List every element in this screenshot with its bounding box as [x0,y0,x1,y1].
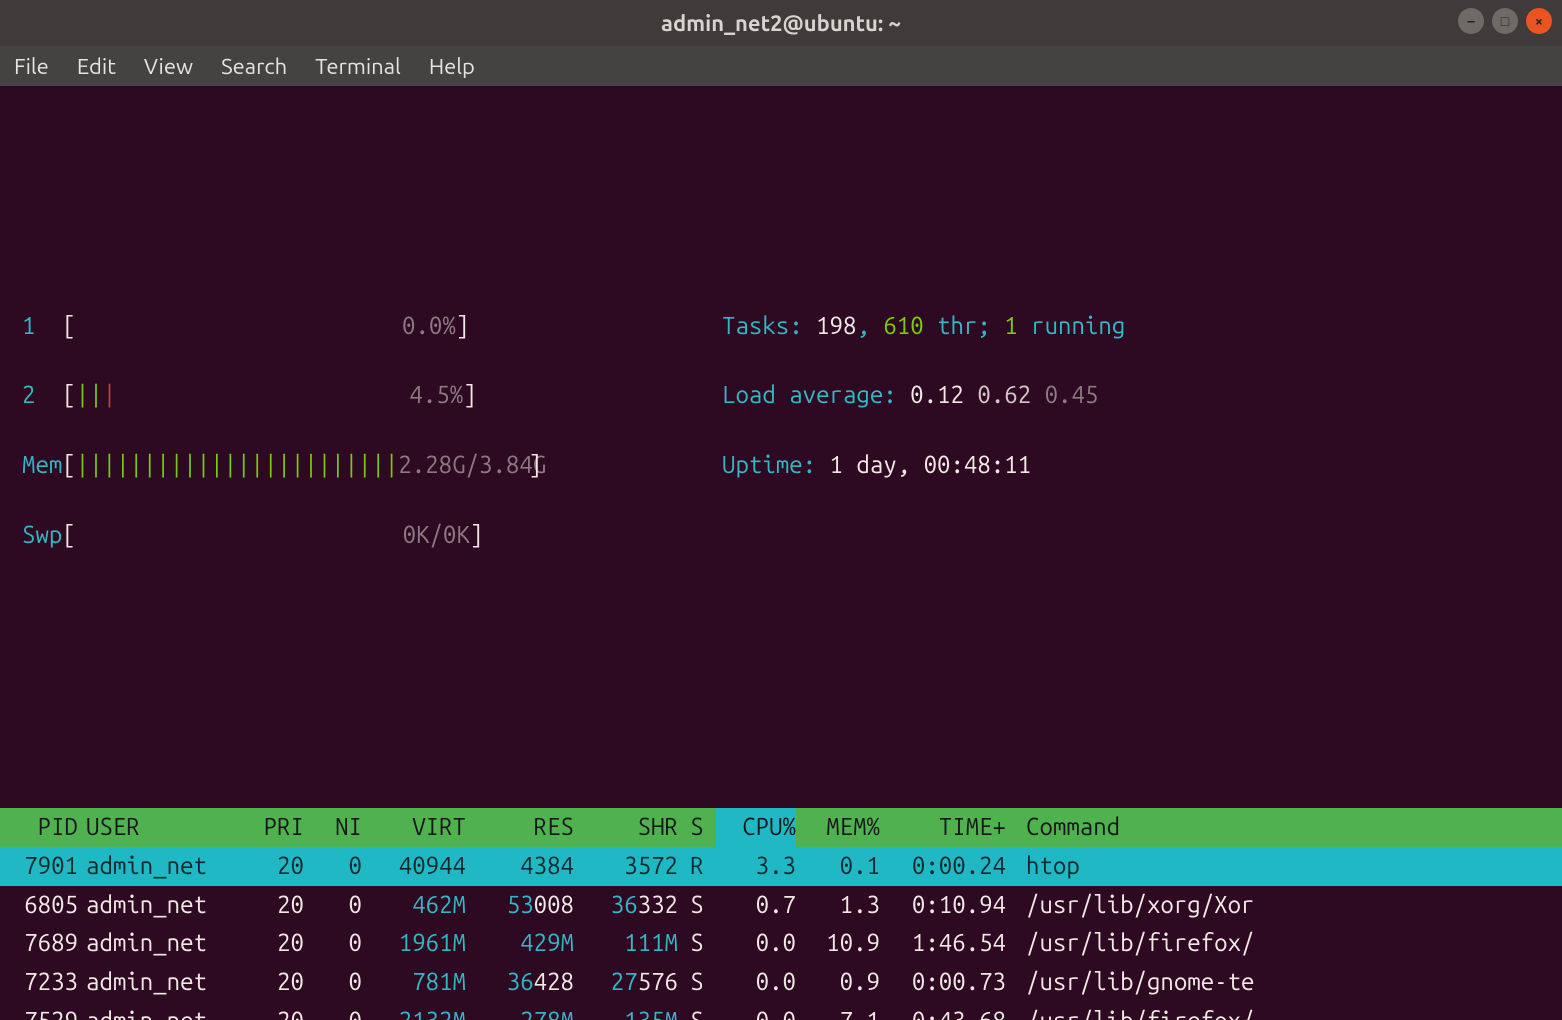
uptime-line: Uptime: 1 day, 00:48:11 [722,448,1540,483]
cpu1-meter: 1 [0.0%] [22,309,662,344]
col-mem[interactable]: MEM% [796,808,880,847]
menu-view[interactable]: View [144,54,193,79]
menu-file[interactable]: File [14,54,49,79]
terminal-body[interactable]: 1 [0.0%] 2 [|||4.5%] Mem[|||||||||||||||… [0,86,1562,1020]
col-pri[interactable]: PRI [240,808,304,847]
process-row[interactable]: 7233admin_net200781M3642827576S0.00.90:0… [0,963,1562,1002]
maximize-button[interactable]: □ [1492,8,1518,34]
process-table: PID USER PRI NI VIRT RES SHR S CPU% MEM%… [0,808,1562,1020]
col-pid[interactable]: PID [0,808,78,847]
close-button[interactable]: × [1526,8,1552,34]
menubar: File Edit View Search Terminal Help [0,46,1562,86]
col-res[interactable]: RES [466,808,574,847]
menu-search[interactable]: Search [221,54,287,79]
process-row[interactable]: 7689admin_net2001961M429M111MS0.010.91:4… [0,924,1562,963]
cpu2-meter: 2 [|||4.5%] [22,378,662,413]
column-header-row[interactable]: PID USER PRI NI VIRT RES SHR S CPU% MEM%… [0,808,1562,847]
menu-terminal[interactable]: Terminal [315,54,401,79]
col-cmd[interactable]: Command [1020,808,1562,847]
swp-meter: Swp[0K/0K] [22,518,662,553]
load-line: Load average: 0.12 0.62 0.45 [722,378,1540,413]
mem-meter: Mem[||||||||||||||||||||||||2.28G/3.84G] [22,448,662,483]
col-shr[interactable]: SHR [574,808,678,847]
process-row[interactable]: 6805admin_net200462M5300836332S0.71.30:1… [0,886,1562,925]
process-row[interactable]: 7529admin_net2002132M278M135MS0.07.10:43… [0,1002,1562,1020]
col-s[interactable]: S [678,808,716,847]
window-controls: – □ × [1458,8,1552,34]
menu-edit[interactable]: Edit [77,54,116,79]
col-cpu[interactable]: CPU% [716,808,796,847]
htop-header: 1 [0.0%] 2 [|||4.5%] Mem[|||||||||||||||… [0,204,1562,703]
col-user[interactable]: USER [78,808,240,847]
terminal-window: admin_net2@ubuntu: ~ – □ × File Edit Vie… [0,0,1562,1020]
titlebar[interactable]: admin_net2@ubuntu: ~ – □ × [0,0,1562,46]
col-ni[interactable]: NI [304,808,362,847]
col-time[interactable]: TIME+ [880,808,1020,847]
process-row[interactable]: 7901admin_net2004094443843572R3.30.10:00… [0,847,1562,886]
window-title: admin_net2@ubuntu: ~ [661,11,901,36]
tasks-line: Tasks: 198, 610 thr; 1 running [722,309,1540,344]
col-virt[interactable]: VIRT [362,808,466,847]
menu-help[interactable]: Help [429,54,475,79]
minimize-button[interactable]: – [1458,8,1484,34]
